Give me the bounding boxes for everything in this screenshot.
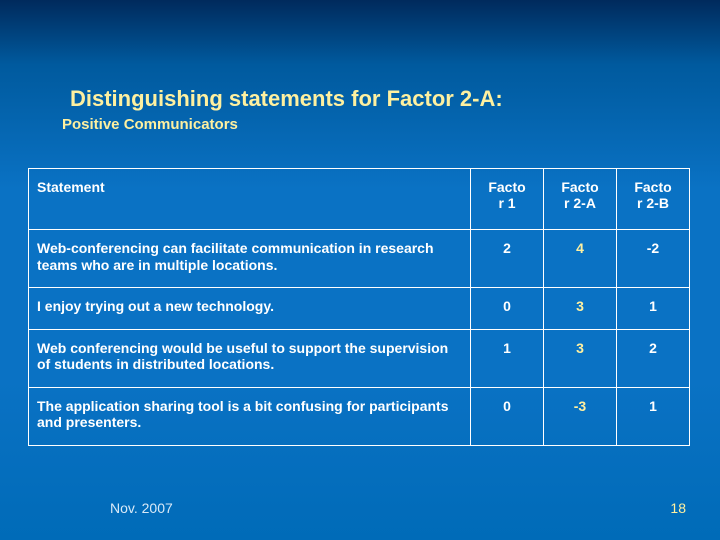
factor2a-cell: -3 <box>544 387 617 445</box>
footer-date: Nov. 2007 <box>110 500 173 516</box>
col-factor-1-a: Facto <box>488 179 525 195</box>
col-statement: Statement <box>29 169 471 230</box>
footer-page-number: 18 <box>670 500 686 516</box>
table-row: The application sharing tool is a bit co… <box>29 387 690 445</box>
factor-table: Statement Facto r 1 Facto r 2-A Facto r … <box>28 168 690 446</box>
col-factor-2b: Facto r 2-B <box>617 169 690 230</box>
factor1-cell: 2 <box>471 230 544 288</box>
statement-cell: Web-conferencing can facilitate communic… <box>29 230 471 288</box>
factor-table-wrap: Statement Facto r 1 Facto r 2-A Facto r … <box>28 168 690 446</box>
table-row: Web conferencing would be useful to supp… <box>29 329 690 387</box>
table-row: I enjoy trying out a new technology. 0 3… <box>29 288 690 330</box>
table-body: Web-conferencing can facilitate communic… <box>29 230 690 446</box>
col-factor-2b-a: Facto <box>634 179 671 195</box>
factor1-cell: 1 <box>471 329 544 387</box>
factor2a-cell: 3 <box>544 288 617 330</box>
col-factor-1: Facto r 1 <box>471 169 544 230</box>
factor2b-cell: -2 <box>617 230 690 288</box>
table-row: Web-conferencing can facilitate communic… <box>29 230 690 288</box>
col-factor-2a-a: Facto <box>561 179 598 195</box>
factor2b-cell: 2 <box>617 329 690 387</box>
factor2b-cell: 1 <box>617 387 690 445</box>
factor1-cell: 0 <box>471 288 544 330</box>
factor2a-cell: 4 <box>544 230 617 288</box>
slide-subtitle: Positive Communicators <box>62 116 238 133</box>
statement-cell: I enjoy trying out a new technology. <box>29 288 471 330</box>
slide: Distinguishing statements for Factor 2-A… <box>0 0 720 540</box>
col-factor-2a: Facto r 2-A <box>544 169 617 230</box>
factor1-cell: 0 <box>471 387 544 445</box>
factor2b-cell: 1 <box>617 288 690 330</box>
statement-cell: The application sharing tool is a bit co… <box>29 387 471 445</box>
col-factor-1-b: r 1 <box>498 195 515 211</box>
statement-cell: Web conferencing would be useful to supp… <box>29 329 471 387</box>
col-factor-2a-b: r 2-A <box>564 195 596 211</box>
col-factor-2b-b: r 2-B <box>637 195 669 211</box>
table-header-row: Statement Facto r 1 Facto r 2-A Facto r … <box>29 169 690 230</box>
slide-title: Distinguishing statements for Factor 2-A… <box>70 86 503 112</box>
factor2a-cell: 3 <box>544 329 617 387</box>
